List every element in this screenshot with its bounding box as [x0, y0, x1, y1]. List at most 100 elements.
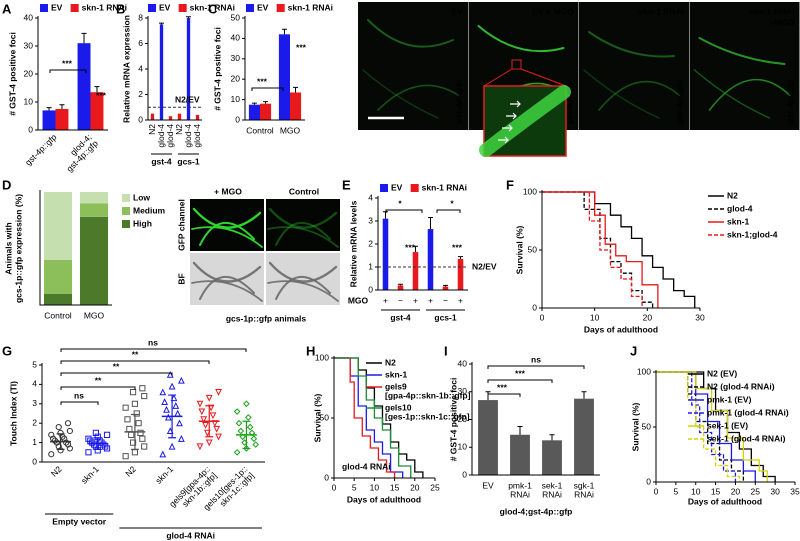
y-axis-label: gcs-1p::gfp expression (%) — [13, 194, 23, 303]
data-point — [64, 420, 72, 427]
y-axis-label: Survival (%) — [630, 403, 640, 452]
bracket — [60, 372, 173, 376]
x-tick-label: MGO — [84, 310, 105, 320]
micrograph-row: GFP channel — [176, 199, 186, 251]
data-point — [215, 389, 222, 396]
data-point — [176, 419, 183, 427]
data-point — [122, 453, 129, 460]
worm — [362, 69, 439, 119]
group-label: gcs-1 — [177, 156, 199, 166]
micrograph — [689, 2, 800, 130]
y-axis-label-group: Survival (%) — [514, 226, 524, 275]
bar — [159, 24, 164, 120]
panel-label: I — [444, 343, 448, 358]
y-axis-label-group: # GST-4 positive foci — [448, 378, 458, 462]
error-bar — [46, 107, 52, 111]
data-point — [198, 408, 206, 416]
data-point — [92, 429, 99, 436]
x-tick-label-group: Control — [44, 310, 72, 320]
x-tick-label: 20 — [410, 482, 420, 492]
y-tick-label: 4 — [368, 192, 373, 202]
data-point — [102, 443, 109, 450]
bracket — [436, 209, 461, 213]
legend-swatch — [410, 184, 419, 192]
x-axis-label: Days of adulthood — [688, 496, 762, 506]
y-axis-label-group: Relative mRNA levels — [348, 200, 358, 287]
bar — [457, 258, 464, 290]
bar — [260, 103, 272, 120]
legend-swatch — [148, 4, 156, 12]
arrow — [502, 124, 513, 132]
x-tick-label: 0 — [540, 312, 545, 322]
y-tick-label: 4 — [138, 63, 143, 73]
panel-label: F — [506, 177, 514, 192]
x-tick-label: Control — [44, 310, 72, 320]
data-point — [129, 439, 137, 446]
bar — [290, 92, 302, 120]
y-tick-label: 4 — [32, 379, 37, 389]
data-point — [139, 435, 146, 442]
data-point — [196, 400, 204, 408]
data-point — [122, 404, 129, 411]
x-tick-label: RNAi — [510, 489, 530, 499]
y-axis-label-group: # GST-4 positive foci — [212, 27, 222, 111]
data-point — [161, 398, 169, 405]
x-tick-label: gst-4p::gfp — [23, 132, 59, 168]
y-axis-label-group: Animals with gcs-1p::gfp expression (%) — [3, 194, 23, 303]
sd-bar — [168, 394, 177, 439]
survival-curve — [656, 371, 768, 482]
legend-label-group: skn-1 RNAi — [190, 2, 235, 12]
y-tick-label: 40 — [231, 33, 241, 43]
legend-swatch — [178, 4, 187, 12]
legend-label: [ges-1p::skn-1c::gfp] — [385, 411, 470, 421]
panel-label: H — [306, 343, 315, 358]
legend-label: Medium — [133, 205, 166, 215]
micrograph-label: EV + MGO — [532, 6, 574, 16]
micrograph — [358, 2, 468, 130]
micrograph-label-group: EV — [452, 6, 464, 16]
annotation: ns — [148, 337, 158, 347]
bracket — [487, 393, 521, 397]
annotation: ** — [95, 375, 102, 385]
data-point — [243, 400, 250, 408]
worm — [698, 37, 786, 65]
x-tick-label: 0 — [654, 486, 659, 496]
x-tick-label-group: glod-4 — [156, 124, 166, 148]
legend-label: sek-1 (glod-4 RNAi) — [707, 433, 786, 443]
y-tick-label: 50 — [642, 421, 652, 431]
worm — [268, 207, 338, 229]
panel-label: G — [2, 343, 12, 358]
micrograph-label-group: EV + MGO — [532, 6, 574, 16]
legend-label-group: N2 — [385, 357, 396, 367]
x-tick-label-group: N2 — [123, 464, 138, 479]
micrograph-caption: gcs-1p::gfp animals — [226, 313, 307, 323]
error-bar — [293, 86, 299, 93]
data-point — [177, 435, 185, 442]
x-tick-label-group: glod-4 — [183, 124, 193, 148]
error-bar — [549, 434, 555, 441]
x-tick-label-group: − — [398, 295, 403, 305]
worm — [275, 276, 331, 300]
legend-label: skn-1;glod-4 — [727, 229, 778, 239]
y-axis-label-group: Survival (%) — [630, 403, 640, 452]
data-point — [168, 382, 176, 390]
x-tick-label: 20 — [643, 312, 653, 322]
x-tick-label: − — [443, 295, 448, 305]
legend-label: skn-1 RNAi — [422, 182, 467, 192]
sd-bar — [93, 437, 102, 450]
y-tick-label: 0 — [368, 284, 373, 294]
micrograph-tag: gst-4p::gfp — [785, 80, 795, 125]
x-tick-label-group: skn-1 — [153, 464, 175, 486]
y-tick-label: 2 — [368, 238, 373, 248]
y-tick-label: 2 — [32, 417, 37, 427]
legend-label: glod-4 — [727, 203, 753, 213]
error-bar — [517, 425, 523, 435]
data-point — [103, 445, 111, 452]
data-point — [66, 427, 73, 435]
error-bar — [159, 22, 164, 25]
x-tick-label: 0 — [332, 482, 337, 492]
data-point — [48, 431, 55, 438]
legend-label: High — [133, 218, 152, 228]
bar — [397, 285, 404, 290]
legend-label: EV — [391, 182, 403, 192]
